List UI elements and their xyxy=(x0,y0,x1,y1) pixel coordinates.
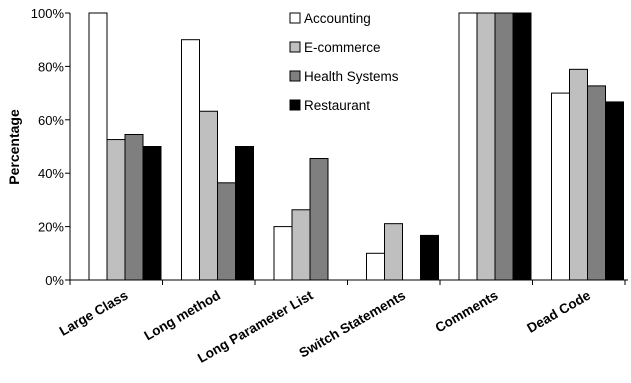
bar-accounting-2 xyxy=(273,226,293,281)
y-tick-label: 100% xyxy=(31,6,65,21)
y-tick-label: 0% xyxy=(45,273,64,288)
bar-e-commerce-4 xyxy=(476,12,496,281)
y-tick-label: 80% xyxy=(38,59,64,74)
legend-swatch xyxy=(289,12,301,24)
legend-label: Restaurant xyxy=(304,98,370,113)
bar-restaurant-3 xyxy=(420,234,439,281)
x-tick-label: Large Class xyxy=(57,288,131,339)
legend-label: Accounting xyxy=(304,11,371,26)
plot-area: 0% 20% 40% 60% 80% 100% Large Class Long method… xyxy=(31,6,628,366)
legend-label: E-commerce xyxy=(304,40,381,55)
bar-health-systems-5 xyxy=(587,85,606,281)
legend-swatch xyxy=(289,41,301,53)
bar-accounting-4 xyxy=(458,12,478,281)
bar-accounting-1 xyxy=(181,39,200,281)
legend-label: Health Systems xyxy=(304,69,399,84)
bar-health-systems-1 xyxy=(217,182,236,281)
y-tick-label: 20% xyxy=(38,220,64,235)
bar-e-commerce-0 xyxy=(106,139,126,281)
legend: Accounting E-commerce Health Systems Restau… xyxy=(289,11,399,113)
bar-accounting-5 xyxy=(551,92,570,281)
x-tick-label: Long method xyxy=(141,288,223,344)
y-tick-label: 40% xyxy=(38,166,64,181)
bar-health-systems-4 xyxy=(494,12,514,281)
bar-e-commerce-2 xyxy=(291,209,311,281)
bar-accounting-3 xyxy=(366,252,385,281)
legend-swatch xyxy=(289,99,301,111)
x-tick-label: Dead Code xyxy=(524,287,593,335)
y-tick-label: 60% xyxy=(38,113,64,128)
bar-e-commerce-5 xyxy=(569,68,588,281)
bar-restaurant-4 xyxy=(512,12,532,281)
bar-health-systems-2 xyxy=(309,158,329,281)
bar-restaurant-5 xyxy=(605,101,624,281)
bar-e-commerce-3 xyxy=(384,223,403,281)
bar-accounting-0 xyxy=(88,12,108,281)
y-axis-label: Percentage xyxy=(6,109,22,185)
bar-e-commerce-1 xyxy=(199,110,218,281)
x-tick-label: Comments xyxy=(433,288,501,336)
legend-swatch xyxy=(289,70,301,82)
bar-health-systems-0 xyxy=(124,133,144,281)
bar-restaurant-0 xyxy=(142,146,162,281)
bar-restaurant-1 xyxy=(235,146,254,281)
